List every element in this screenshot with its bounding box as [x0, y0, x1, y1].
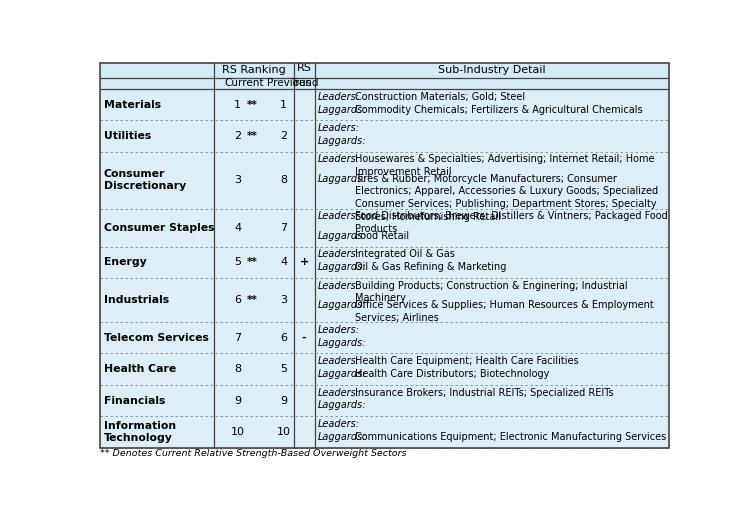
Bar [100, 209, 669, 247]
Text: Laggards:: Laggards: [318, 369, 366, 379]
Text: Tires & Rubber; Motorcycle Manufacturers; Consumer
Electronics; Apparel, Accesso: Tires & Rubber; Motorcycle Manufacturers… [355, 174, 658, 222]
Text: Laggards:: Laggards: [318, 400, 366, 410]
Text: 5: 5 [280, 364, 287, 374]
Text: Laggards:: Laggards: [318, 105, 366, 114]
Text: Sub-Industry Detail: Sub-Industry Detail [438, 65, 545, 76]
Bar [100, 353, 669, 385]
Text: 2: 2 [280, 131, 287, 141]
Text: Consumer
Discretionary: Consumer Discretionary [104, 169, 186, 192]
Text: 1: 1 [234, 100, 241, 110]
Text: RS Ranking: RS Ranking [222, 65, 286, 76]
Text: Information
Technology: Information Technology [104, 421, 176, 443]
Text: 7: 7 [280, 222, 287, 233]
Text: **: ** [247, 100, 257, 110]
Bar [100, 416, 669, 448]
Text: 9: 9 [280, 396, 287, 405]
Text: 10: 10 [277, 427, 291, 437]
Text: Laggards:: Laggards: [318, 300, 366, 310]
Text: **: ** [247, 295, 257, 305]
Text: Laggards:: Laggards: [318, 338, 366, 348]
Text: Leaders:: Leaders: [318, 154, 360, 164]
Text: 6: 6 [280, 333, 287, 343]
Bar [100, 385, 669, 416]
Text: 3: 3 [280, 295, 287, 305]
Bar [100, 89, 669, 121]
Bar [100, 278, 669, 322]
Text: Financials: Financials [104, 396, 165, 405]
Text: **: ** [247, 131, 257, 141]
Text: **: ** [247, 257, 257, 267]
Text: Laggards:: Laggards: [318, 231, 366, 241]
Text: 8: 8 [280, 175, 287, 185]
Text: Leaders:: Leaders: [318, 281, 360, 290]
Text: Laggards:: Laggards: [318, 432, 366, 442]
Text: ** Denotes Current Relative Strength-Based Overweight Sectors: ** Denotes Current Relative Strength-Bas… [100, 449, 406, 458]
Text: Food Distributors; Brewers; Distillers & Vintners; Packaged Food
Products: Food Distributors; Brewers; Distillers &… [355, 212, 668, 234]
Text: 7: 7 [234, 333, 241, 343]
Text: Leaders:: Leaders: [318, 387, 360, 398]
Text: Leaders:: Leaders: [318, 123, 360, 133]
Text: Leaders:: Leaders: [318, 325, 360, 335]
Text: Food Retail: Food Retail [355, 231, 409, 241]
Text: Leaders:: Leaders: [318, 419, 360, 429]
Text: -: - [302, 333, 307, 343]
Text: Utilities: Utilities [104, 131, 151, 141]
Text: Laggards:: Laggards: [318, 136, 366, 146]
Text: Leaders:: Leaders: [318, 249, 360, 259]
Text: 9: 9 [234, 396, 241, 405]
Text: Telecom Services: Telecom Services [104, 333, 209, 343]
Text: Trend: Trend [290, 78, 319, 88]
Text: Building Products; Construction & Enginering; Industrial
Machinery: Building Products; Construction & Engine… [355, 281, 628, 303]
Text: Construction Materials; Gold; Steel: Construction Materials; Gold; Steel [355, 92, 525, 101]
Text: Commodity Chemicals; Fertilizers & Agricultural Chemicals: Commodity Chemicals; Fertilizers & Agric… [355, 105, 643, 114]
Text: RS: RS [297, 63, 311, 73]
Text: 6: 6 [234, 295, 241, 305]
Text: 2: 2 [234, 131, 241, 141]
Bar [100, 152, 669, 209]
Text: Housewares & Specialties; Advertising; Internet Retail; Home
Improvement Retail: Housewares & Specialties; Advertising; I… [355, 154, 655, 177]
Text: 5: 5 [234, 257, 241, 267]
Bar [100, 78, 669, 89]
Text: Health Care: Health Care [104, 364, 176, 374]
Bar [100, 247, 669, 278]
Text: Oil & Gas Refining & Marketing: Oil & Gas Refining & Marketing [355, 262, 506, 272]
Text: +: + [299, 257, 309, 267]
Text: 3: 3 [234, 175, 241, 185]
Bar [100, 63, 669, 78]
Text: Leaders:: Leaders: [318, 356, 360, 366]
Text: Insurance Brokers; Industrial REITs; Specialized REITs: Insurance Brokers; Industrial REITs; Spe… [355, 387, 614, 398]
Text: Leaders:: Leaders: [318, 212, 360, 221]
Text: Current: Current [225, 78, 264, 88]
Text: 4: 4 [234, 222, 241, 233]
Text: Consumer Staples: Consumer Staples [104, 222, 214, 233]
Text: Communications Equipment; Electronic Manufacturing Services: Communications Equipment; Electronic Man… [355, 432, 666, 442]
Text: Previous: Previous [267, 78, 311, 88]
Bar [100, 322, 669, 353]
Text: 1: 1 [280, 100, 287, 110]
Text: Integrated Oil & Gas: Integrated Oil & Gas [355, 249, 454, 259]
Bar [100, 121, 669, 152]
Text: 10: 10 [230, 427, 244, 437]
Text: Materials: Materials [104, 100, 161, 110]
Text: Leaders:: Leaders: [318, 92, 360, 101]
Text: 8: 8 [234, 364, 241, 374]
Text: Office Services & Supplies; Human Resources & Employment
Services; Airlines: Office Services & Supplies; Human Resour… [355, 300, 654, 323]
Text: Health Care Distributors; Biotechnology: Health Care Distributors; Biotechnology [355, 369, 549, 379]
Text: Industrials: Industrials [104, 295, 169, 305]
Text: Health Care Equipment; Health Care Facilities: Health Care Equipment; Health Care Facil… [355, 356, 578, 366]
Text: Laggards:: Laggards: [318, 174, 366, 184]
Text: Laggards:: Laggards: [318, 262, 366, 272]
Text: Energy: Energy [104, 257, 146, 267]
Text: 4: 4 [280, 257, 287, 267]
